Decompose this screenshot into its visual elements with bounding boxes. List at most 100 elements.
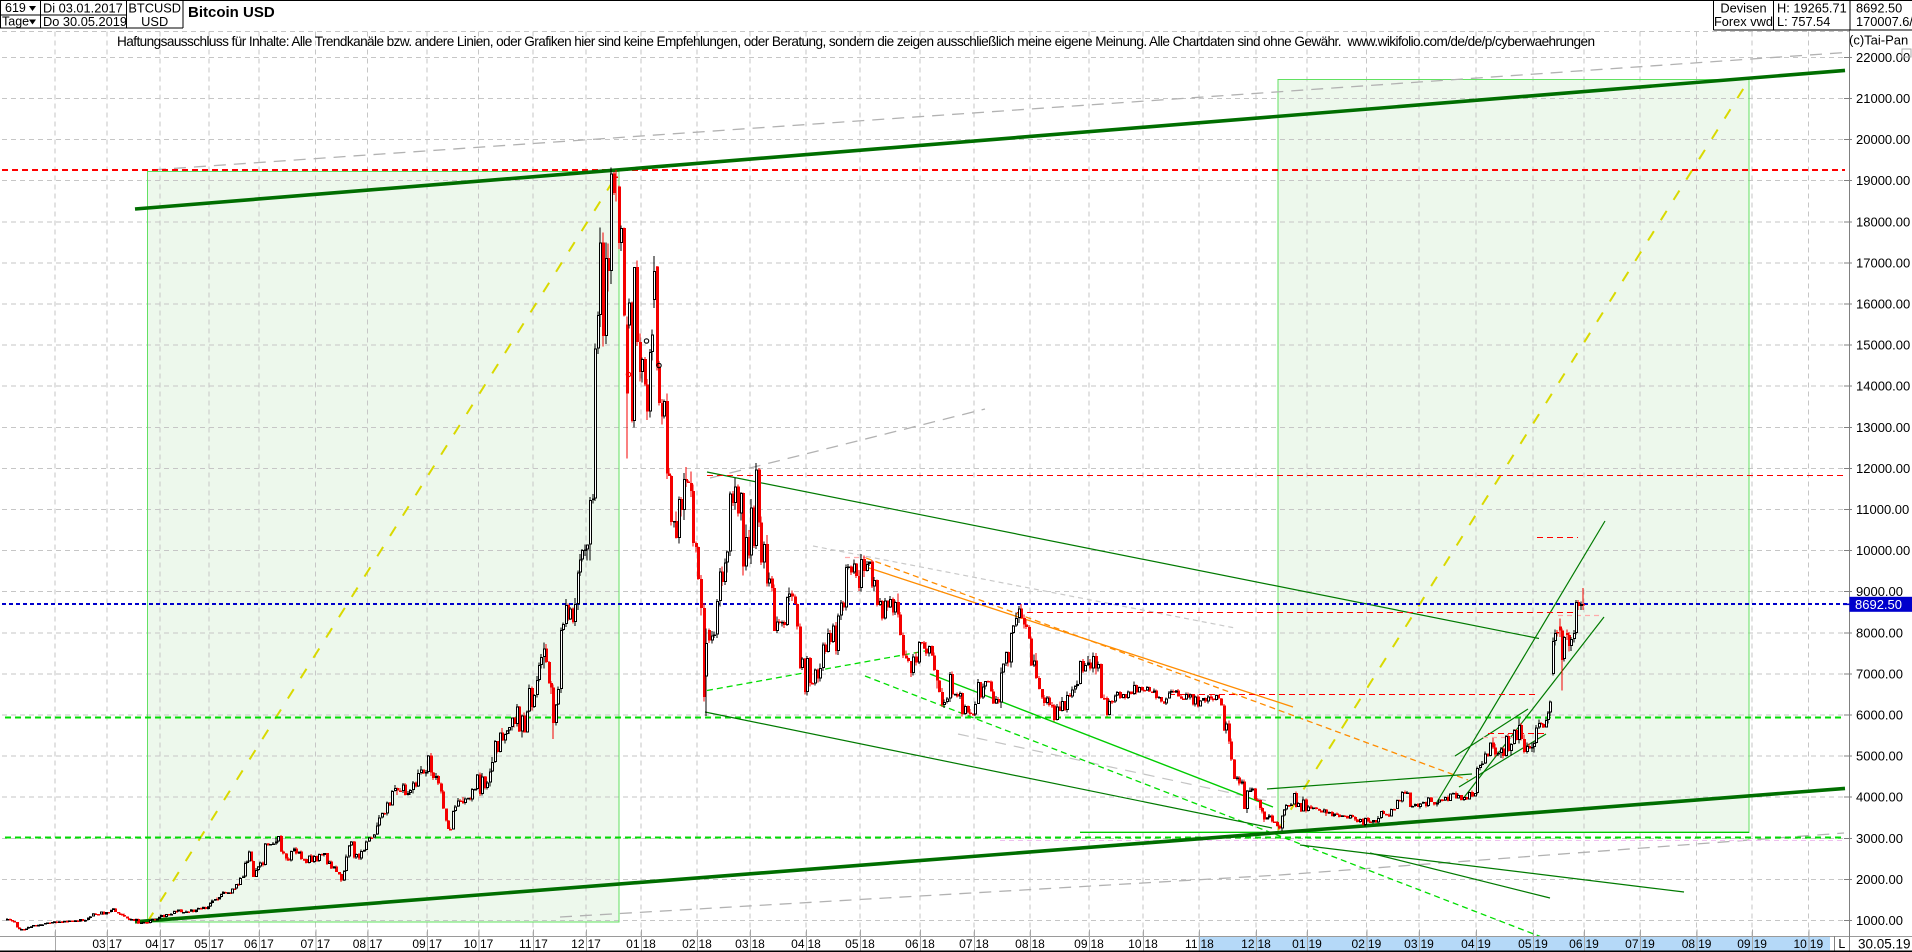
svg-text:06: 06 <box>1569 937 1583 951</box>
svg-text:7000.00: 7000.00 <box>1856 666 1903 681</box>
svg-text:08: 08 <box>1015 937 1029 951</box>
svg-text:12: 12 <box>1241 937 1255 951</box>
svg-text:19: 19 <box>1642 937 1656 951</box>
svg-text:9000.00: 9000.00 <box>1856 584 1903 599</box>
svg-text:8692.50: 8692.50 <box>1855 597 1902 612</box>
svg-text:18: 18 <box>752 937 766 951</box>
svg-text:2000.00: 2000.00 <box>1856 872 1903 887</box>
svg-text:05: 05 <box>1518 937 1532 951</box>
svg-text:L: 757.54: L: 757.54 <box>1777 14 1830 29</box>
svg-text:07: 07 <box>300 937 314 951</box>
svg-text:11000.00: 11000.00 <box>1856 502 1909 517</box>
svg-text:09: 09 <box>1737 937 1751 951</box>
svg-text:14000.00: 14000.00 <box>1856 379 1910 394</box>
svg-text:19: 19 <box>1478 937 1492 951</box>
svg-text:Do 30.05.2019: Do 30.05.2019 <box>43 14 127 29</box>
svg-text:USD: USD <box>141 14 168 29</box>
svg-text:17: 17 <box>480 937 494 951</box>
svg-text:8000.00: 8000.00 <box>1856 625 1903 640</box>
svg-text:17: 17 <box>211 937 225 951</box>
svg-text:19: 19 <box>1535 937 1549 951</box>
svg-text:17000.00: 17000.00 <box>1856 255 1910 270</box>
svg-text:Tage: Tage <box>2 15 29 29</box>
svg-text:02: 02 <box>1352 937 1366 951</box>
svg-text:04: 04 <box>791 937 805 951</box>
svg-text:19: 19 <box>1421 937 1435 951</box>
svg-text:05: 05 <box>194 937 208 951</box>
svg-text:170007.6/: 170007.6/ <box>1856 14 1912 29</box>
svg-text:10: 10 <box>464 937 478 951</box>
svg-text:Di 03.01.2017: Di 03.01.2017 <box>43 1 123 16</box>
svg-text:Forex vwd: Forex vwd <box>1714 14 1773 29</box>
svg-text:21000.00: 21000.00 <box>1856 91 1910 106</box>
svg-text:18: 18 <box>1091 937 1105 951</box>
svg-text:09: 09 <box>412 937 426 951</box>
svg-text:10: 10 <box>1793 937 1807 951</box>
svg-text:18: 18 <box>1145 937 1159 951</box>
svg-text:06: 06 <box>905 937 919 951</box>
svg-text:Bitcoin USD: Bitcoin USD <box>188 4 275 21</box>
svg-text:12000.00: 12000.00 <box>1856 461 1910 476</box>
svg-text:03: 03 <box>1404 937 1418 951</box>
svg-text:15000.00: 15000.00 <box>1856 338 1910 353</box>
svg-text:L: L <box>1838 937 1845 951</box>
svg-text:16000.00: 16000.00 <box>1856 297 1910 312</box>
svg-text:01: 01 <box>626 937 640 951</box>
svg-text:H: 19265.71: H: 19265.71 <box>1777 1 1847 16</box>
svg-text:5000.00: 5000.00 <box>1856 749 1903 764</box>
svg-text:BTCUSD: BTCUSD <box>128 1 181 16</box>
svg-text:18: 18 <box>1258 937 1272 951</box>
svg-text:10000.00: 10000.00 <box>1856 543 1910 558</box>
svg-text:619: 619 <box>5 1 26 15</box>
svg-text:17: 17 <box>317 937 331 951</box>
svg-text:17: 17 <box>260 937 274 951</box>
svg-text:3000.00: 3000.00 <box>1856 831 1903 846</box>
svg-text:17: 17 <box>535 937 549 951</box>
svg-text:08: 08 <box>353 937 367 951</box>
svg-text:03: 03 <box>92 937 106 951</box>
svg-text:19: 19 <box>1586 937 1600 951</box>
svg-text:8692.50: 8692.50 <box>1856 1 1902 16</box>
svg-text:18000.00: 18000.00 <box>1856 214 1910 229</box>
svg-text:4000.00: 4000.00 <box>1856 790 1903 805</box>
svg-text:10: 10 <box>1128 937 1142 951</box>
svg-text:30.05.19: 30.05.19 <box>1858 937 1911 952</box>
svg-text:17: 17 <box>429 937 443 951</box>
svg-text:18: 18 <box>1201 937 1215 951</box>
svg-text:12: 12 <box>571 937 585 951</box>
svg-text:17: 17 <box>588 937 602 951</box>
svg-text:Haftungsausschluss für Inhalte: Haftungsausschluss für Inhalte: Alle Tre… <box>117 34 1595 49</box>
svg-text:18: 18 <box>808 937 822 951</box>
svg-text:07: 07 <box>1625 937 1639 951</box>
svg-text:19: 19 <box>1754 937 1768 951</box>
svg-text:18: 18 <box>976 937 990 951</box>
svg-text:17: 17 <box>162 937 176 951</box>
svg-text:05: 05 <box>845 937 859 951</box>
svg-text:09: 09 <box>1074 937 1088 951</box>
svg-text:1000.00: 1000.00 <box>1856 913 1903 928</box>
svg-text:19: 19 <box>1698 937 1712 951</box>
svg-text:11: 11 <box>1185 937 1198 951</box>
svg-text:04: 04 <box>145 937 159 951</box>
svg-text:07: 07 <box>959 937 973 951</box>
svg-text:01: 01 <box>1292 937 1306 951</box>
svg-text:02: 02 <box>682 937 696 951</box>
svg-text:18: 18 <box>922 937 936 951</box>
svg-text:18: 18 <box>862 937 876 951</box>
svg-text:19000.00: 19000.00 <box>1856 173 1910 188</box>
svg-text:19: 19 <box>1368 937 1382 951</box>
svg-text:19: 19 <box>1309 937 1323 951</box>
svg-text:18: 18 <box>643 937 657 951</box>
svg-text:03: 03 <box>735 937 749 951</box>
svg-text:11: 11 <box>519 937 532 951</box>
svg-text:22000.00: 22000.00 <box>1856 50 1910 65</box>
svg-text:17: 17 <box>109 937 123 951</box>
svg-text:17: 17 <box>369 937 383 951</box>
svg-text:20000.00: 20000.00 <box>1856 132 1910 147</box>
svg-text:04: 04 <box>1461 937 1475 951</box>
svg-text:(c)Tai-Pan: (c)Tai-Pan <box>1849 33 1908 48</box>
svg-text:Devisen: Devisen <box>1720 1 1766 16</box>
svg-text:13000.00: 13000.00 <box>1856 420 1910 435</box>
svg-text:6000.00: 6000.00 <box>1856 708 1903 723</box>
svg-text:08: 08 <box>1682 937 1696 951</box>
